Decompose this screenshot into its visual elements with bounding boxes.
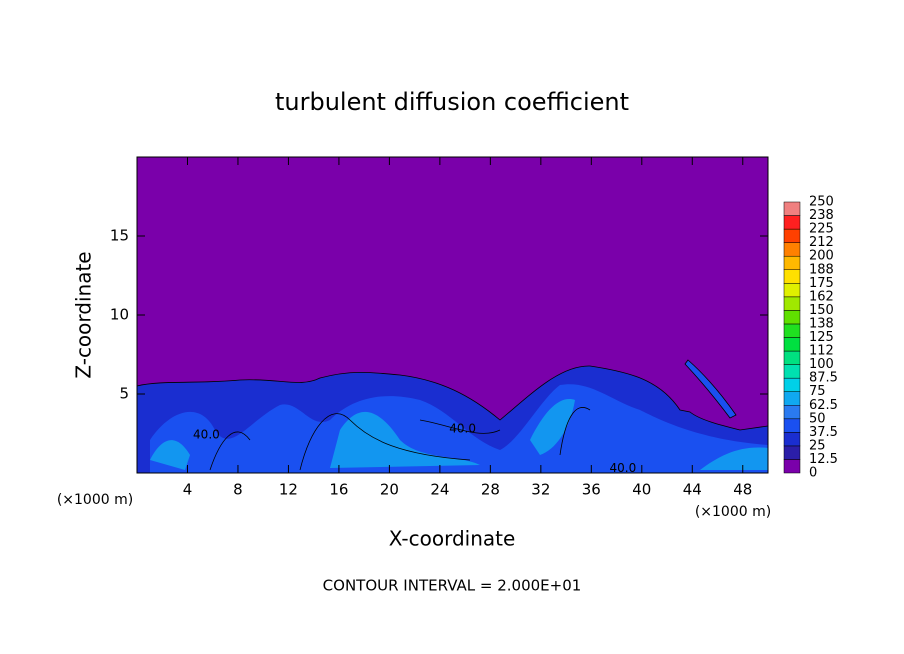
field-region bbox=[684, 359, 737, 419]
colorbar-label: 200 bbox=[809, 249, 834, 264]
contour-label: 40.0 bbox=[193, 428, 220, 442]
x-tick-label: 8 bbox=[233, 481, 243, 499]
x-tick-label: 12 bbox=[279, 481, 298, 499]
colorbar-box bbox=[783, 283, 801, 298]
colorbar-box bbox=[783, 242, 801, 257]
x-axis-label: X-coordinate bbox=[389, 527, 516, 551]
colorbar-label: 25 bbox=[809, 438, 826, 453]
y-tick-label: 10 bbox=[110, 306, 129, 324]
colorbar-label: 12.5 bbox=[809, 452, 838, 467]
colorbar-box bbox=[783, 215, 801, 230]
colorbar-label: 75 bbox=[809, 384, 826, 399]
x-tick-label: 16 bbox=[329, 481, 348, 499]
x-unit-label: (×1000 m) bbox=[57, 492, 133, 508]
colorbar-box bbox=[783, 323, 801, 338]
field-region bbox=[150, 384, 768, 473]
x-tick-label: 32 bbox=[531, 481, 550, 499]
colorbar-box bbox=[783, 418, 801, 433]
colorbar-box bbox=[783, 228, 801, 243]
x-unit-label: (×1000 m) bbox=[695, 504, 771, 520]
colorbar-box bbox=[783, 391, 801, 406]
y-tick-label: 5 bbox=[119, 385, 129, 403]
colorbar-label: 225 bbox=[809, 222, 834, 237]
colorbar-label: 175 bbox=[809, 276, 834, 291]
chart-title: turbulent diffusion coefficient bbox=[275, 88, 629, 116]
colorbar-box bbox=[783, 377, 801, 392]
contour-label: 40.0 bbox=[610, 461, 637, 475]
colorbar-label: 162 bbox=[809, 289, 834, 304]
colorbar-box bbox=[783, 296, 801, 311]
x-tick-label: 20 bbox=[380, 481, 399, 499]
colorbar-box bbox=[783, 255, 801, 271]
x-tick-label: 36 bbox=[582, 481, 601, 499]
colorbar-label: 138 bbox=[809, 316, 834, 331]
x-tick-label: 28 bbox=[481, 481, 500, 499]
colorbar-box bbox=[783, 350, 801, 365]
colorbar-box bbox=[783, 432, 801, 447]
colorbar-label: 150 bbox=[809, 303, 834, 318]
x-tick-label: 44 bbox=[683, 481, 702, 499]
colorbar-label: 188 bbox=[809, 262, 834, 277]
colorbar-label: 125 bbox=[809, 330, 834, 345]
colorbar-box bbox=[783, 269, 801, 284]
y-tick-label: 15 bbox=[110, 227, 129, 245]
colorbar-box bbox=[783, 337, 801, 352]
y-axis-label: Z-coordinate bbox=[72, 251, 96, 378]
x-tick-label: 40 bbox=[632, 481, 651, 499]
x-tick-label: 48 bbox=[733, 481, 752, 499]
colorbar-box bbox=[783, 364, 801, 379]
colorbar-label: 50 bbox=[809, 411, 826, 426]
colorbar-label: 0 bbox=[809, 466, 817, 481]
x-tick-label: 24 bbox=[430, 481, 449, 499]
colorbar-box bbox=[783, 201, 801, 216]
colorbar-label: 100 bbox=[809, 357, 834, 372]
contour-label: 40.0 bbox=[449, 421, 476, 435]
colorbar-box bbox=[783, 405, 801, 420]
colorbar-label: 112 bbox=[809, 344, 834, 359]
colorbar-label: 250 bbox=[809, 195, 834, 210]
colorbar-box bbox=[783, 310, 801, 325]
colorbar-label: 62.5 bbox=[809, 398, 838, 413]
colorbar-box bbox=[783, 445, 801, 460]
colorbar-label: 37.5 bbox=[809, 425, 838, 440]
colorbar-label: 238 bbox=[809, 208, 834, 223]
colorbar-label: 87.5 bbox=[809, 371, 838, 386]
x-tick-label: 4 bbox=[183, 481, 193, 499]
colorbar-label: 212 bbox=[809, 235, 834, 250]
footer: CONTOUR INTERVAL = 2.000E+01 bbox=[323, 577, 582, 595]
contour-line bbox=[209, 407, 591, 471]
colorbar-box bbox=[783, 459, 801, 474]
